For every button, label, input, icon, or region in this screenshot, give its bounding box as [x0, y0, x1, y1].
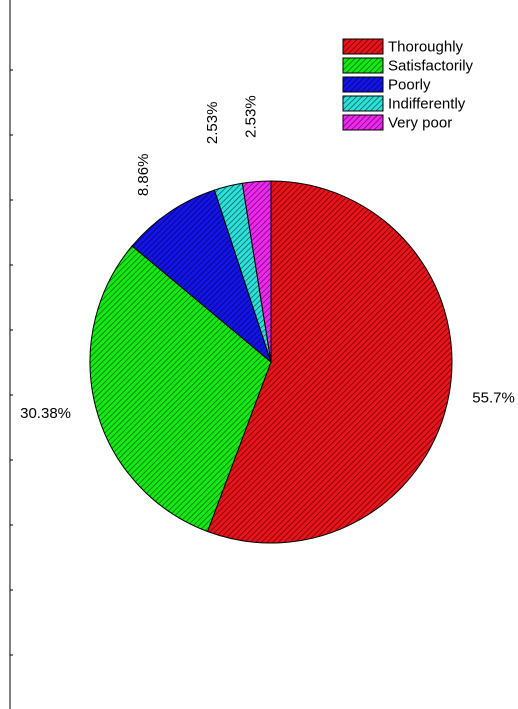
legend: Thoroughly Satisfactorily Poorly Indifferen… — [342, 38, 474, 131]
pie-slice-poorly — [131, 189, 273, 364]
pie-slice-thoroughly — [206, 180, 453, 544]
legend-label: Satisfactorily — [388, 57, 474, 74]
slice-labels: 55.7% 30.38% 8.86% 2.53% 2.53% — [20, 95, 515, 421]
pie-slice-satisfactorily — [89, 245, 272, 533]
slice-label: 2.53% — [242, 95, 259, 138]
legend-swatch — [342, 95, 384, 112]
legend-label: Thoroughly — [388, 38, 464, 55]
legend-swatch — [342, 57, 384, 74]
legend-label: Indifferently — [388, 95, 466, 112]
legend-label: Very poor — [388, 114, 452, 131]
slice-label: 30.38% — [20, 405, 71, 422]
slice-label: 8.86% — [135, 154, 152, 197]
legend-swatch — [342, 76, 384, 93]
slice-label: 55.7% — [472, 389, 515, 406]
frame-ticks — [10, 69, 13, 656]
legend-label: Poorly — [388, 76, 431, 93]
pie-slice-very-poor — [241, 180, 272, 363]
slice-label: 2.53% — [204, 102, 221, 145]
pie-slices — [89, 180, 453, 544]
legend-swatch — [342, 38, 384, 55]
legend-swatch — [342, 114, 384, 131]
